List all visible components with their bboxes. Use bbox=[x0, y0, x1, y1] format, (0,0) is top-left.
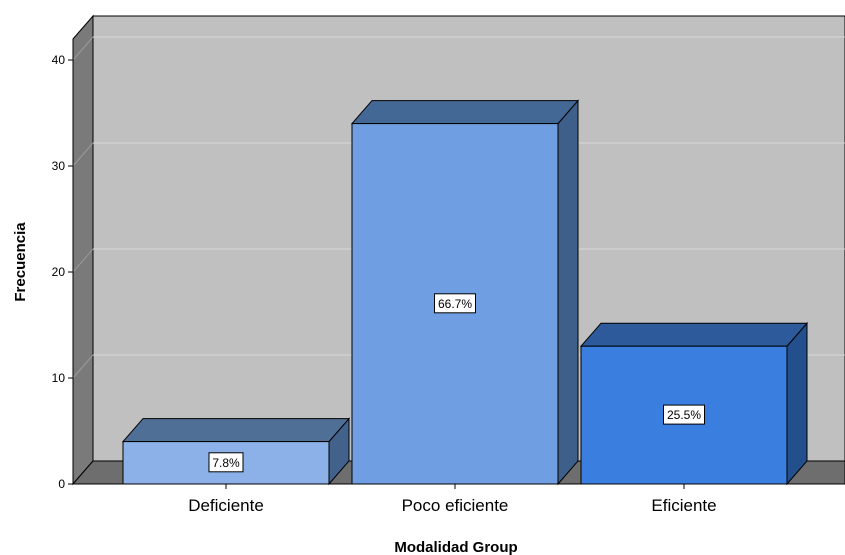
data-label-box bbox=[208, 452, 244, 473]
x-axis-ticks: Deficiente Poco eficiente Eficiente bbox=[188, 484, 717, 515]
data-label-box bbox=[434, 293, 476, 314]
y-axis-ticks: 0 10 20 30 40 bbox=[52, 39, 74, 491]
bar-eficiente: 25.5% bbox=[579, 321, 809, 486]
data-label: 25.5% bbox=[667, 408, 701, 422]
x-tick-label: Deficiente bbox=[188, 496, 264, 515]
bar-top bbox=[121, 418, 351, 443]
y-tick-label: 20 bbox=[52, 265, 66, 279]
side-gridline bbox=[72, 36, 94, 61]
y-tick-label: 30 bbox=[52, 159, 66, 173]
data-label-box bbox=[663, 404, 705, 425]
bar-side bbox=[557, 99, 579, 486]
bar-deficiente: 7.8% bbox=[121, 417, 351, 486]
y-tick-label: 0 bbox=[58, 477, 65, 491]
bars: 7.8% 66.7% 25.5% bbox=[121, 99, 809, 486]
bar-poco-eficiente: 66.7% bbox=[350, 99, 580, 486]
y-axis-title: Frecuencia bbox=[12, 222, 29, 302]
data-label: 66.7% bbox=[438, 297, 472, 311]
x-tick-label: Poco eficiente bbox=[402, 496, 509, 515]
side-gridline bbox=[72, 354, 94, 379]
data-label: 7.8% bbox=[212, 456, 240, 470]
y-tick-label: 40 bbox=[52, 53, 66, 67]
side-gridline bbox=[72, 142, 94, 167]
y-tick-label: 10 bbox=[52, 371, 66, 385]
side-gridline bbox=[72, 248, 94, 273]
bar-top bbox=[579, 322, 809, 347]
x-axis-title: Modalidad Group bbox=[394, 539, 517, 555]
x-tick-label: Eficiente bbox=[651, 496, 716, 515]
bar-top bbox=[350, 100, 580, 125]
side-wall bbox=[72, 14, 94, 486]
bar-side bbox=[786, 321, 808, 486]
